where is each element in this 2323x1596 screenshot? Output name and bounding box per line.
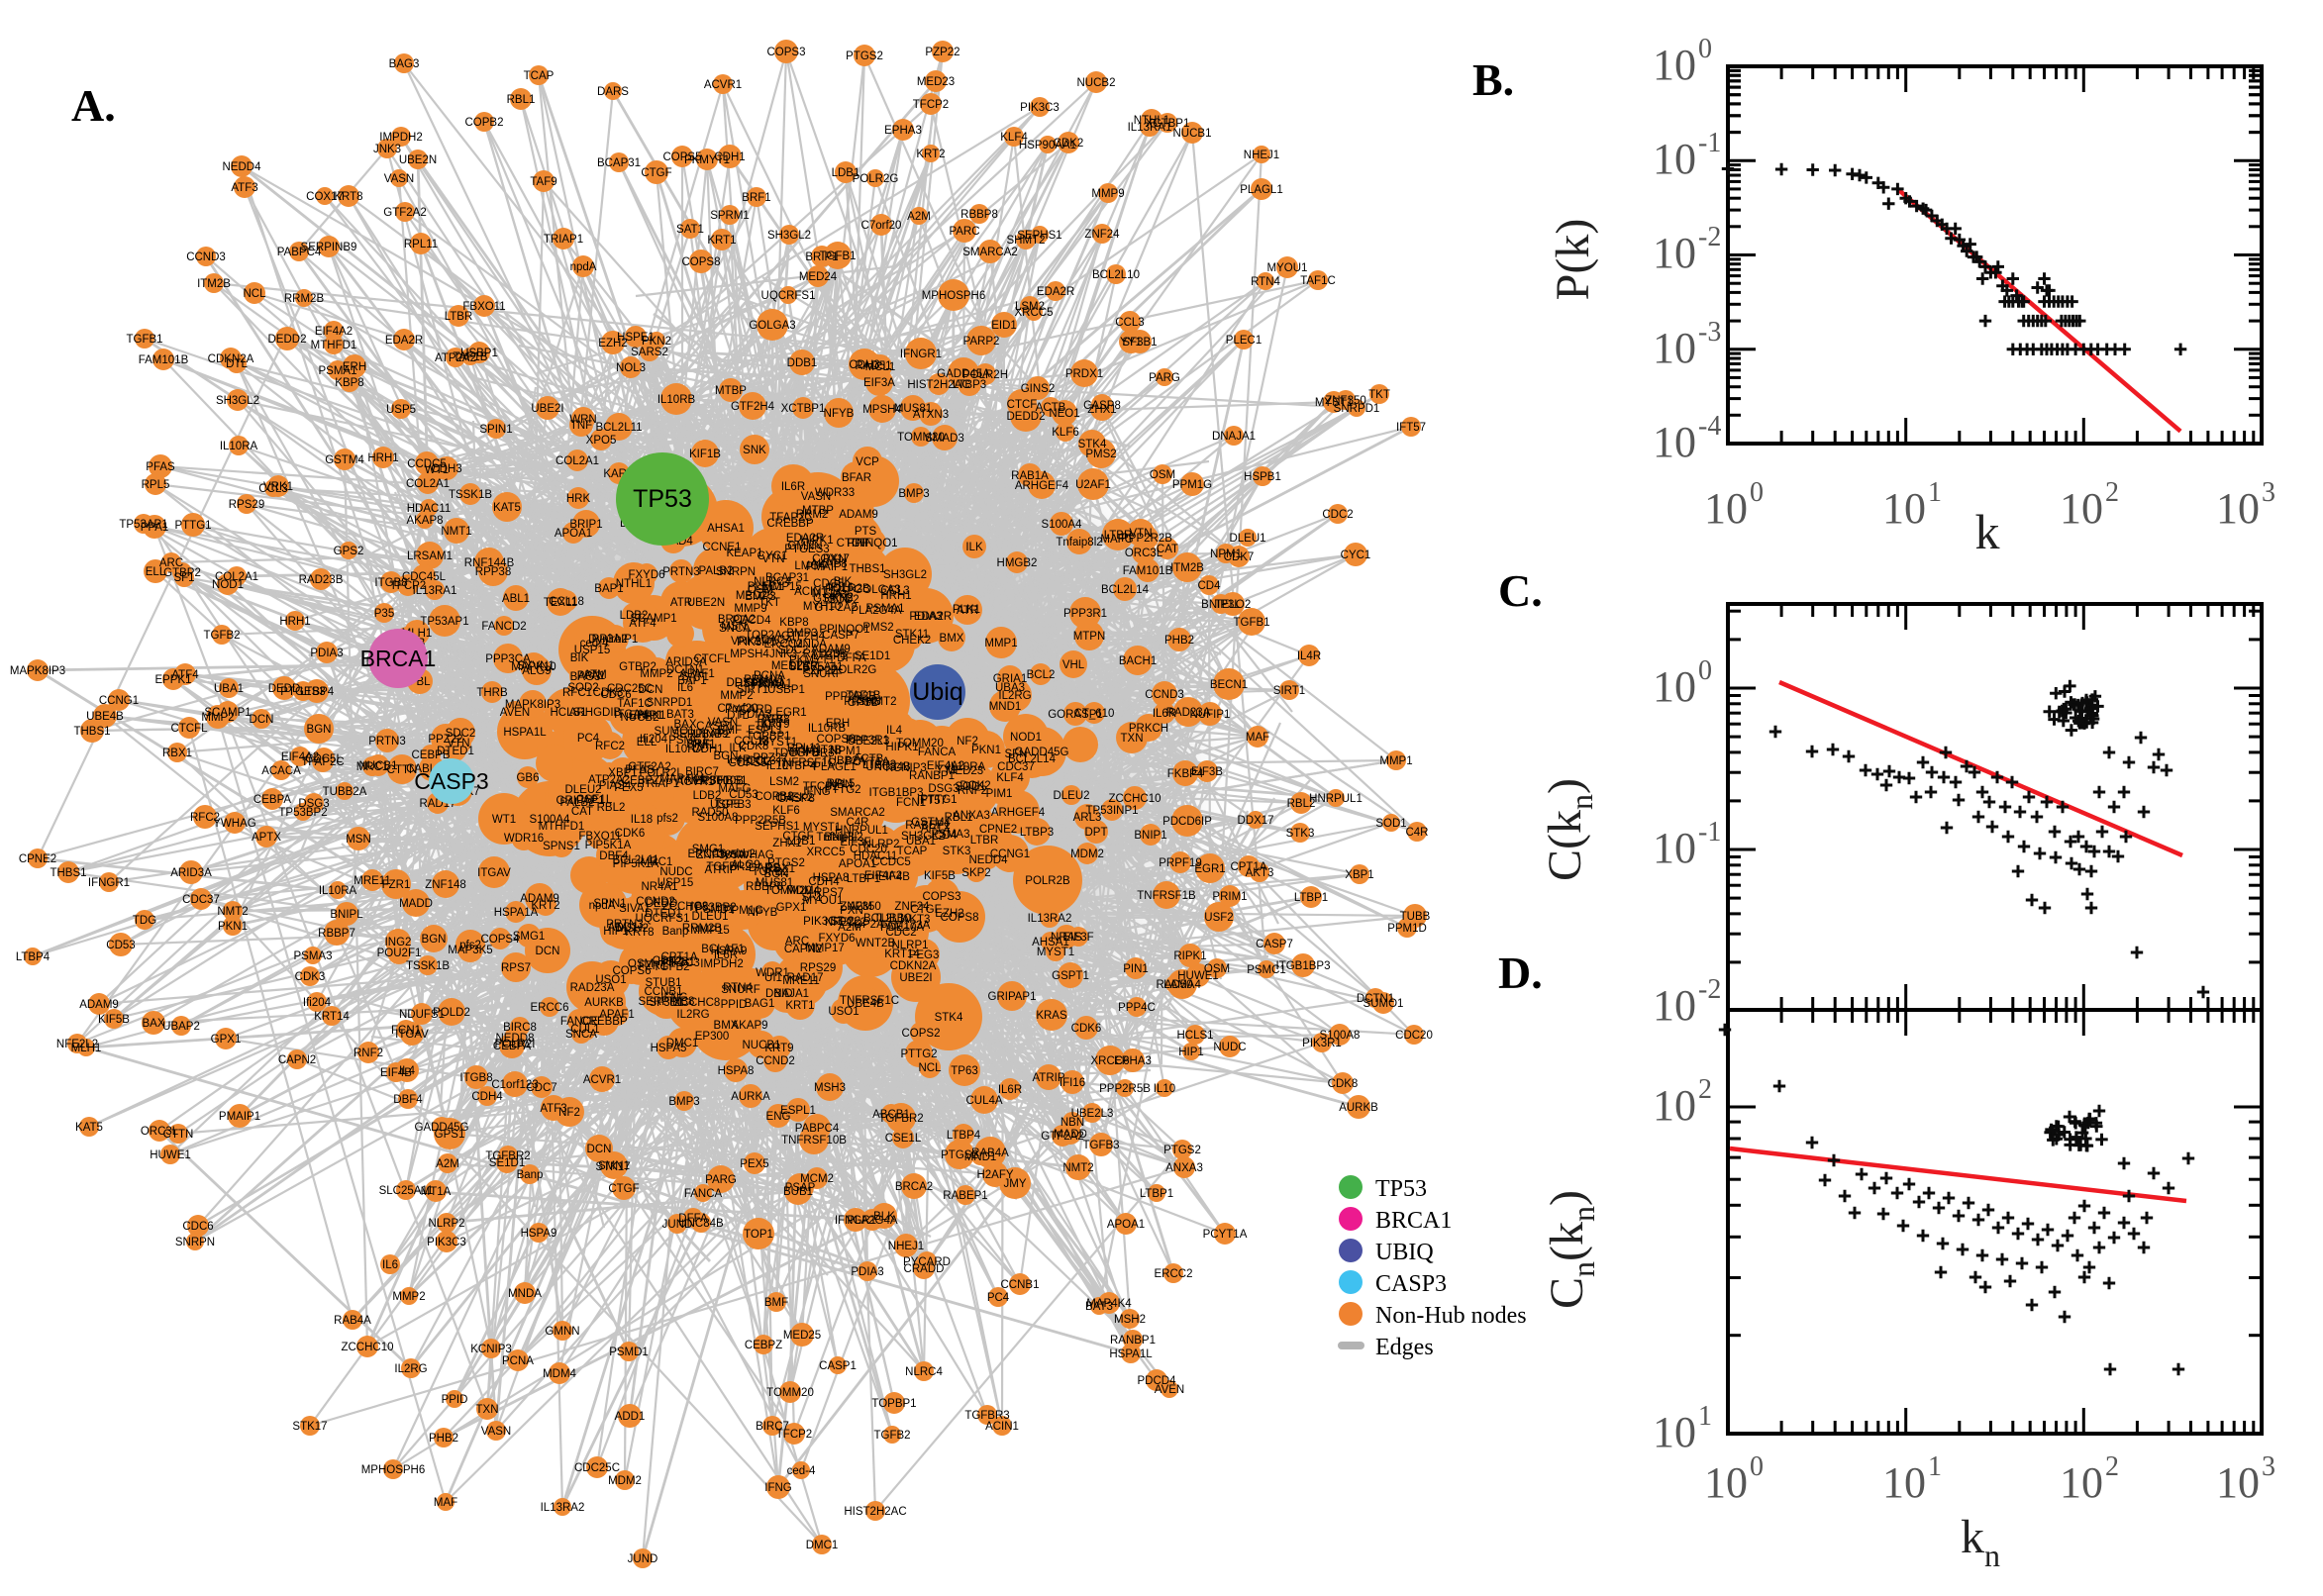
svg-text:AHSA1: AHSA1 bbox=[707, 523, 745, 535]
